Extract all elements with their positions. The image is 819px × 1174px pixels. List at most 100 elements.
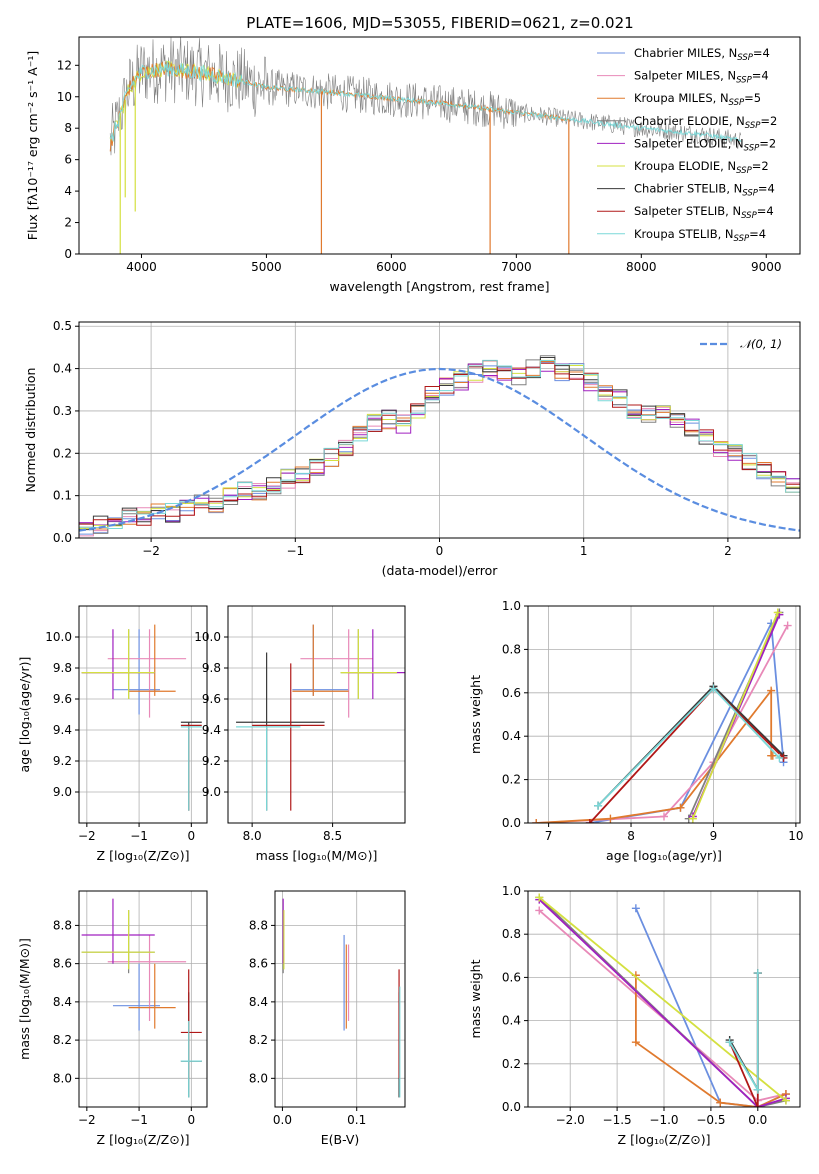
y-tick-label: 0.0 — [502, 816, 521, 830]
y-axis-label: Normed distribution — [23, 368, 38, 493]
x-tick-label: 8.5 — [323, 829, 342, 843]
data-point-marker — [783, 621, 792, 630]
point-kroupa-elodie — [81, 629, 155, 699]
y-tick-label: 9.4 — [202, 723, 221, 737]
histograms — [79, 355, 800, 537]
model-line-kroupa-stelib — [109, 60, 742, 143]
series-line — [728, 973, 759, 1107]
data-point-marker — [676, 803, 685, 812]
point-salpeter-stelib — [252, 663, 325, 811]
x-axis-label: age [log₁₀(age/yr)] — [606, 848, 722, 863]
panel-weight_vs_age: 7 8 9 10 0.0 0.2 0.4 0.6 0.8 1.0 age [log₁₀(age/yr… — [468, 599, 804, 863]
point-kroupa-stelib — [180, 1020, 202, 1098]
y-tick-label: 10.0 — [194, 630, 221, 644]
series-line — [538, 898, 787, 1107]
data-point-marker — [725, 1038, 734, 1047]
data-point-marker — [753, 1085, 762, 1094]
data-point-marker — [709, 684, 718, 693]
point-kroupa-elodie — [81, 910, 155, 970]
hist-step-salpeter-miles — [79, 360, 800, 537]
x-tick-label: 8 — [627, 829, 635, 843]
y-tick-label: 8.0 — [53, 1071, 72, 1085]
data-point-marker — [660, 812, 668, 821]
legend-label: Salpeter STELIB, NSSP=4 — [634, 204, 774, 221]
plot-frame — [78, 36, 801, 255]
series-line — [538, 909, 787, 1102]
figure-title: PLATE=1606, MJD=53055, FIBERID=0621, z=0… — [246, 14, 633, 32]
y-tick-label: 0.2 — [502, 773, 521, 787]
y-tick-label: 0 — [64, 247, 72, 261]
model-line-kroupa-elodie — [109, 60, 242, 145]
plot-frame — [78, 321, 801, 539]
y-tick-label: 0.8 — [502, 927, 521, 941]
errorbars — [81, 624, 202, 811]
x-axis-label: Z [log₁₀(Z/Z⊙)] — [618, 1132, 711, 1147]
x-axis-label: mass [log₁₀(M/M⊙)] — [256, 848, 378, 863]
errorbars — [282, 898, 401, 1098]
data-point-marker — [768, 751, 777, 760]
series-chabrier-stelib — [594, 682, 788, 810]
x-tick-label: 2 — [724, 544, 732, 558]
x-tick-label: −1 — [286, 544, 304, 558]
series-salpeter-stelib — [585, 684, 788, 823]
point-salpeter-elodie — [348, 629, 405, 699]
data-point-marker — [532, 819, 541, 823]
panel-spectrum: 4000 5000 6000 7000 8000 9000 0 2 4 6 8 10 12 wavelen… — [25, 36, 801, 294]
y-tick-label: 12 — [57, 58, 72, 72]
x-tick-label: 7 — [545, 829, 553, 843]
x-tick-label: 9 — [710, 829, 718, 843]
data-point-marker — [775, 753, 784, 762]
y-tick-label: 0.4 — [53, 362, 72, 376]
x-tick-label: 9000 — [751, 260, 782, 274]
data-point-marker — [773, 608, 782, 617]
x-tick-label: 8000 — [626, 260, 657, 274]
x-axis-label: Z [log₁₀(Z/Z⊙)] — [97, 1132, 190, 1147]
x-tick-label: −1 — [130, 829, 148, 843]
y-tick-label: 9.0 — [202, 785, 221, 799]
point-chabrier-miles — [112, 963, 160, 1031]
x-tick-label: −2.0 — [556, 1113, 585, 1127]
series-line — [728, 973, 759, 1093]
point-salpeter-elodie — [81, 898, 155, 964]
y-tick-label: 8.2 — [53, 1033, 72, 1047]
y-tick-label: 0.6 — [502, 970, 521, 984]
point-salpeter-elodie — [81, 629, 155, 699]
x-tick-label: −1.0 — [649, 1113, 678, 1127]
x-tick-label: 7000 — [501, 260, 532, 274]
y-tick-label: 0.2 — [53, 446, 72, 460]
legend-label: Chabrier STELIB, NSSP=4 — [634, 182, 775, 199]
y-axis-label: mass [log₁₀(M/M⊙)] — [17, 938, 32, 1060]
point-kroupa-miles — [128, 963, 176, 1029]
y-tick-label: 9.8 — [53, 661, 72, 675]
y-tick-label: 9.2 — [53, 754, 72, 768]
x-tick-label: 1 — [580, 544, 588, 558]
y-tick-label: 0.8 — [502, 642, 521, 656]
legend-label: Chabrier MILES, NSSP=4 — [634, 46, 770, 63]
legend-label: Salpeter MILES, NSSP=4 — [634, 69, 769, 86]
y-tick-label: 8.4 — [249, 995, 268, 1009]
y-tick-label: 8 — [64, 121, 72, 135]
data-point-marker — [753, 969, 762, 978]
y-tick-label: 8.6 — [249, 957, 268, 971]
series-kroupa-elodie — [688, 608, 782, 823]
plot-frame — [274, 890, 406, 1108]
y-tick-label: 8.2 — [249, 1033, 268, 1047]
point-kroupa-stelib — [236, 726, 301, 811]
series-kroupa-miles — [532, 686, 777, 823]
x-tick-label: 0 — [188, 829, 196, 843]
legend-label: Kroupa MILES, NSSP=5 — [634, 91, 761, 108]
spectrum-legend: Chabrier MILES, NSSP=4 Salpeter MILES, NS… — [597, 46, 777, 244]
plot-frame — [527, 890, 801, 1108]
legend-label: Kroupa ELODIE, NSSP=2 — [634, 159, 769, 176]
y-tick-label: 0.0 — [502, 1100, 521, 1114]
x-tick-label: 6000 — [376, 260, 407, 274]
x-tick-label: 0.1 — [347, 1113, 366, 1127]
x-axis-label: E(B-V) — [321, 1132, 360, 1147]
errorbars — [236, 624, 405, 811]
series-lines — [532, 608, 792, 823]
y-tick-label: 8.8 — [249, 918, 268, 932]
plot-frame — [78, 605, 208, 824]
panel-mass_vs_z: −2 −1 0 8.0 8.2 8.4 8.6 8.8 Z [log₁₀(Z/Z⊙)] mass … — [17, 890, 208, 1147]
x-tick-label: 10 — [788, 829, 803, 843]
